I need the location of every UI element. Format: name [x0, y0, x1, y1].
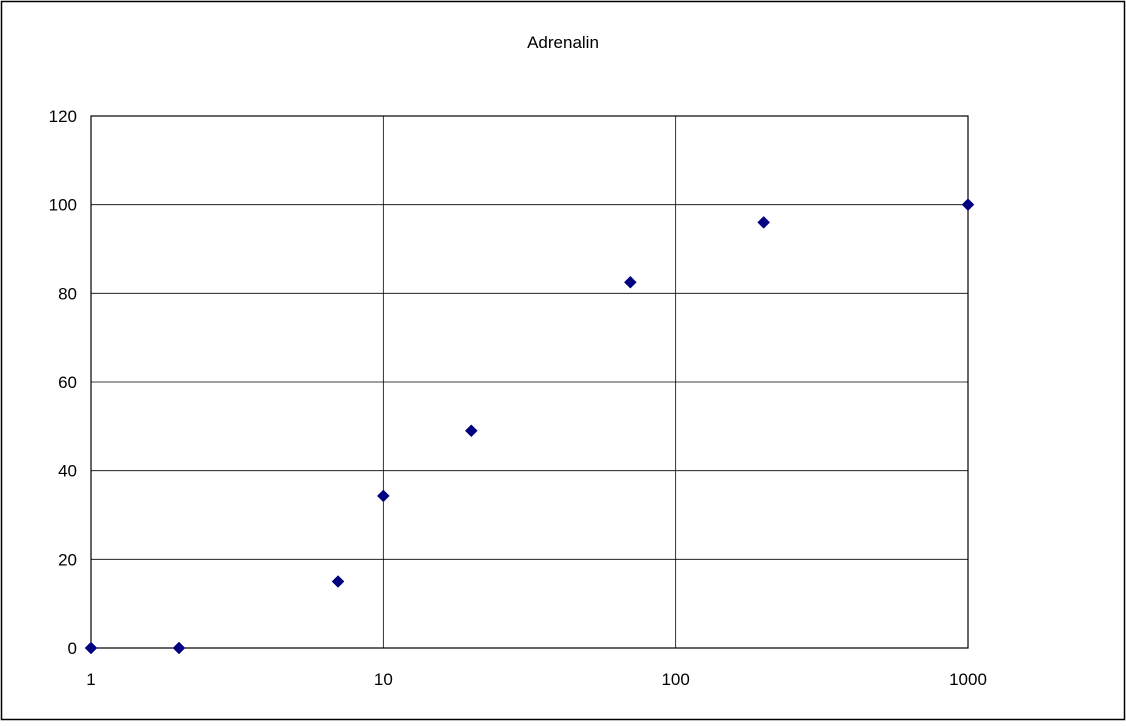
x-axis-ticks: 1 10 100 1000	[86, 670, 987, 689]
y-tick-label: 20	[58, 550, 77, 569]
data-point	[624, 275, 637, 289]
data-points	[84, 198, 975, 655]
x-tick-label: 10	[374, 670, 393, 689]
y-tick-label: 100	[49, 196, 77, 215]
y-tick-label: 120	[49, 107, 77, 126]
data-point	[172, 641, 186, 655]
plot-area	[90, 115, 969, 649]
chart-title: Adrenalin	[527, 33, 599, 52]
y-axis-ticks: 0 20 40 60 80 100 120	[49, 107, 77, 658]
data-point	[961, 198, 975, 212]
x-tick-label: 100	[661, 670, 689, 689]
data-point	[331, 575, 345, 588]
data-point	[757, 216, 771, 229]
x-tick-label: 1	[86, 670, 95, 689]
y-tick-label: 40	[58, 462, 77, 481]
y-tick-label: 0	[68, 639, 77, 658]
data-point	[376, 489, 390, 503]
y-tick-label: 80	[58, 284, 77, 303]
y-tick-label: 60	[58, 373, 77, 392]
x-tick-label: 1000	[949, 670, 987, 689]
data-point	[84, 641, 98, 655]
data-point	[464, 424, 478, 438]
